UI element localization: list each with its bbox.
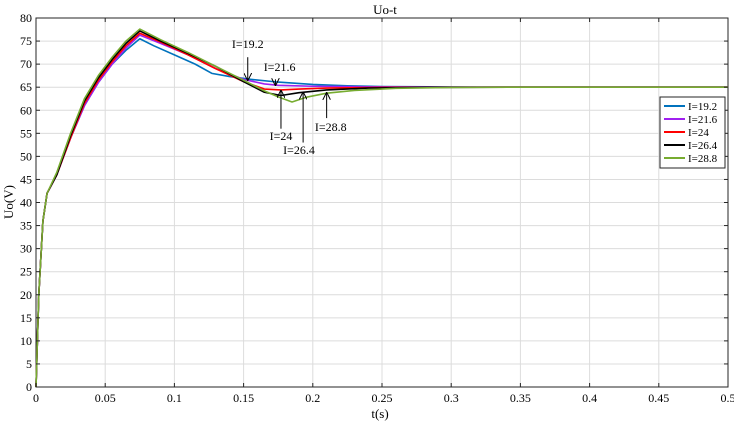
x-tick-label: 0.2 — [305, 391, 320, 405]
y-tick-label: 75 — [20, 34, 32, 48]
x-tick-label: 0.05 — [95, 391, 116, 405]
x-axis-title: t(s) — [371, 406, 388, 421]
annotation-label-1: I=19.2 — [232, 37, 264, 51]
y-tick-label: 5 — [26, 357, 32, 371]
grid-lines — [35, 17, 729, 388]
chart-title: Uo-t — [373, 2, 397, 17]
y-tick-label: 65 — [20, 80, 32, 94]
x-tick-label: 0.4 — [582, 391, 597, 405]
annotation-label-4: I=26.4 — [283, 143, 315, 157]
y-tick-label: 60 — [20, 103, 32, 117]
legend-label-5: I=28.8 — [688, 153, 718, 165]
x-tick-label: 0.15 — [233, 391, 254, 405]
y-tick-label: 20 — [20, 288, 32, 302]
legend-label-1: I=19.2 — [688, 101, 717, 113]
x-tick-label: 0.25 — [372, 391, 393, 405]
legend-label-2: I=21.6 — [688, 114, 718, 126]
x-tick-label: 0.1 — [167, 391, 182, 405]
series-layer — [35, 28, 728, 388]
x-tick-label: 0.45 — [648, 391, 669, 405]
y-tick-label: 50 — [20, 149, 32, 163]
y-tick-label: 80 — [20, 11, 32, 25]
legend-label-4: I=26.4 — [688, 140, 718, 152]
y-tick-label: 15 — [20, 311, 32, 325]
legend: I=19.2I=21.6I=24I=26.4I=28.8 — [659, 96, 726, 169]
x-tick-label: 0.35 — [510, 391, 531, 405]
series-line-5 — [35, 28, 728, 388]
y-tick-label: 30 — [20, 242, 32, 256]
y-tick-label: 0 — [26, 380, 32, 394]
y-tick-label: 45 — [20, 172, 32, 186]
y-tick-label: 10 — [20, 334, 32, 348]
y-axis-title: Uo(V) — [1, 185, 16, 219]
x-tick-label: 0.3 — [444, 391, 459, 405]
x-axis-ticks: 0 0.05 0.1 0.15 0.2 0.25 0.3 0.35 0.4 0.45 0.5 — [33, 18, 734, 405]
annotation-label-2: I=21.6 — [264, 60, 296, 74]
legend-label-3: I=24 — [688, 127, 709, 139]
annotation-label-3: I=24 — [270, 129, 293, 143]
annotation-layer: I=19.2I=21.6 I=24I=26.4I=28.8 — [232, 37, 347, 157]
y-tick-label: 25 — [20, 265, 32, 279]
y-tick-label: 40 — [20, 196, 32, 210]
y-axis-ticks: 0 5 10 15 20 25 30 35 40 45 50 55 60 65 70 75 80 — [20, 11, 728, 394]
x-tick-label: 0 — [33, 391, 39, 405]
annotation-label-5: I=28.8 — [315, 120, 347, 134]
y-tick-label: 35 — [20, 219, 32, 233]
y-tick-label: 70 — [20, 57, 32, 71]
y-tick-label: 55 — [20, 126, 32, 140]
x-tick-label: 0.5 — [721, 391, 734, 405]
